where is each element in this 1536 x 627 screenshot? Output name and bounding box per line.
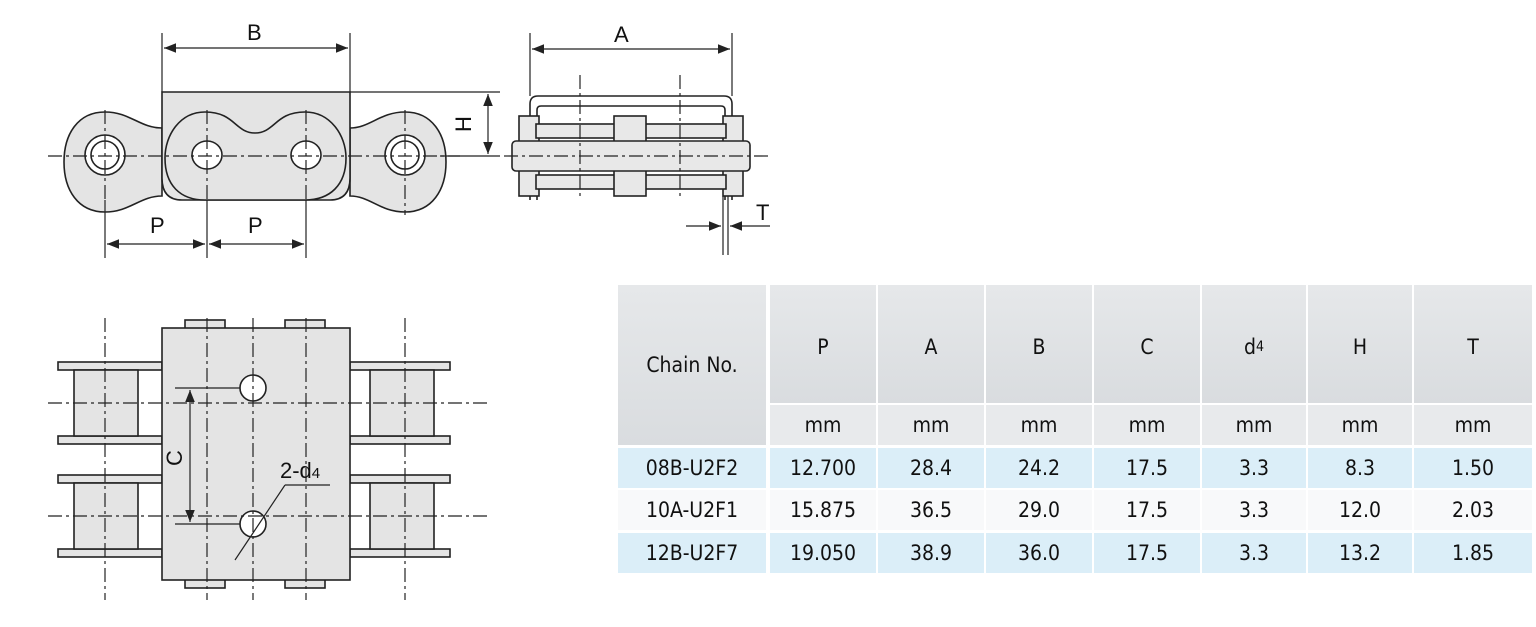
table-cell: 8.3 [1308,448,1412,488]
header-chain-no: Chain No. [618,285,766,445]
table-cell: 17.5 [1094,490,1200,530]
table-cell: 24.2 [986,448,1092,488]
label-A: A [614,22,629,47]
header-unit: mm [770,405,876,445]
table-cell: 3.3 [1202,448,1306,488]
front-view [511,95,751,200]
label-P-1: P [150,213,165,238]
table-cell: 1.85 [1414,533,1532,573]
column-name: C [1140,335,1154,359]
label-2-d4: 2-d4 [280,458,320,483]
table-cell: 3.3 [1202,490,1306,530]
header-unit: mm [986,405,1092,445]
header-C: C [1094,285,1200,403]
row-chain-no: 08B-U2F2 [618,448,766,488]
table-cell: 38.9 [878,533,984,573]
table-cell: 12.0 [1308,490,1412,530]
label-H: H [451,116,476,132]
table-cell: 28.4 [878,448,984,488]
front-view-dimensions [504,33,770,255]
label-B: B [247,20,262,45]
column-name: A [924,335,938,359]
table-cell: 13.2 [1308,533,1412,573]
header-A: A [878,285,984,403]
column-name: B [1032,335,1046,359]
column-name: H [1352,335,1368,359]
table-cell: 17.5 [1094,448,1200,488]
header-unit: mm [1094,405,1200,445]
table-cell: 17.5 [1094,533,1200,573]
column-name: T [1467,335,1479,359]
column-name: P [817,335,829,359]
header-H: H [1308,285,1412,403]
label-T: T [756,200,769,225]
table-cell: 1.50 [1414,448,1532,488]
header-T: T [1414,285,1532,403]
table-cell: 19.050 [770,533,876,573]
header-B: B [986,285,1092,403]
label-C: C [162,450,187,466]
column-subscript: 4 [1255,339,1264,355]
table-cell: 3.3 [1202,533,1306,573]
header-unit: mm [1308,405,1412,445]
table-cell: 12.700 [770,448,876,488]
side-view-dimensions [104,33,500,258]
label-P-2: P [248,213,263,238]
side-view [63,91,447,213]
row-chain-no: 12B-U2F7 [618,533,766,573]
header-unit: mm [1414,405,1532,445]
header-unit: mm [1202,405,1306,445]
top-view [57,319,451,589]
column-name: d [1243,335,1256,359]
table-cell: 2.03 [1414,490,1532,530]
table-cell: 29.0 [986,490,1092,530]
top-view-centerlines [48,318,488,600]
header-unit: mm [878,405,984,445]
row-chain-no: 10A-U2F1 [618,490,766,530]
header-P: P [770,285,876,403]
side-view-centerlines [48,110,460,215]
table-cell: 36.0 [986,533,1092,573]
table-cell: 15.875 [770,490,876,530]
table-cell: 36.5 [878,490,984,530]
